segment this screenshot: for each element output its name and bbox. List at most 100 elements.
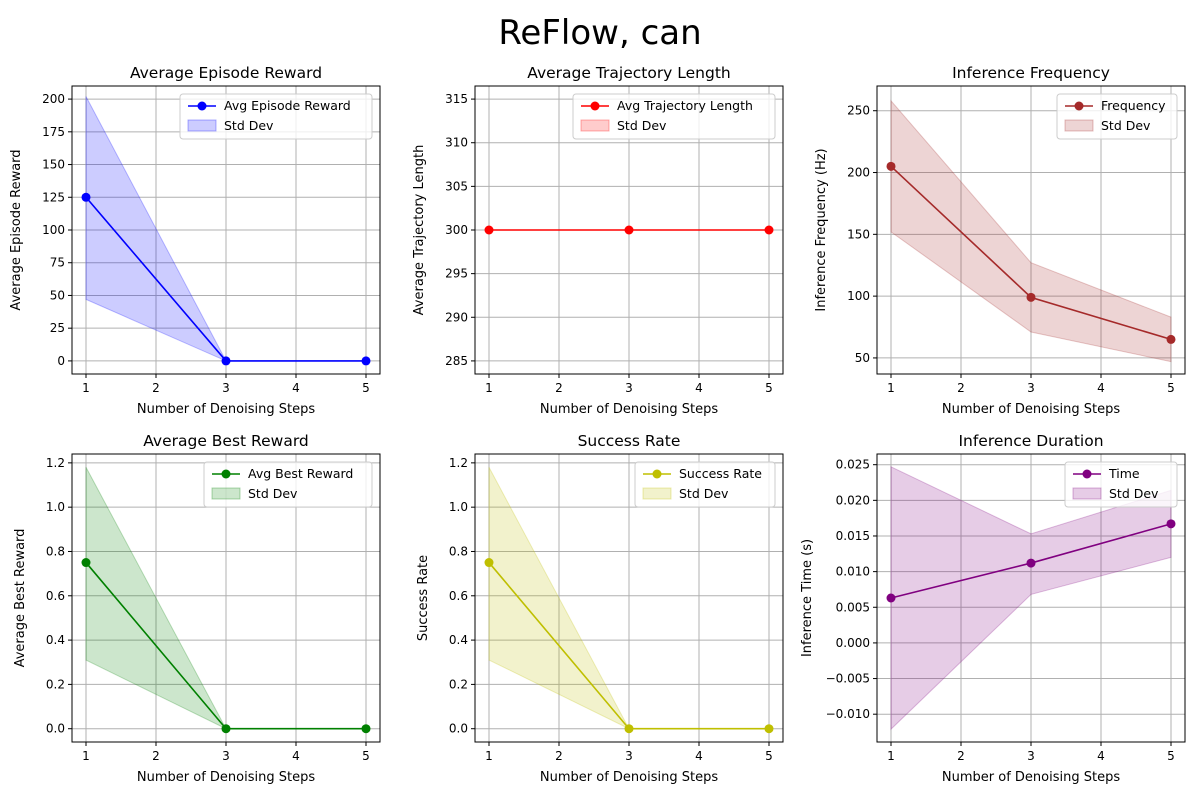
legend-marker-swatch [221,469,231,479]
x-tick-label: 3 [222,381,230,395]
subplot-2: 1 2 3 4 5 285 290 295 300 305 310 315 Average Trajec… [412,64,784,417]
data-point [886,593,896,603]
y-tick-label: 295 [445,267,468,281]
y-tick-label: 0.005 [836,600,870,614]
y-tick-label: 0.2 [449,677,468,691]
legend-band-swatch [580,119,610,132]
x-tick-label: 3 [625,381,633,395]
y-tick-label: 1.2 [449,456,468,470]
y-tick-label: 290 [445,310,468,324]
x-tick-label: 4 [695,749,703,763]
data-point [221,724,231,734]
x-tick-label: 2 [555,381,563,395]
y-tick-label: 310 [445,136,468,150]
data-point [1026,292,1036,302]
y-tick-label: 125 [42,190,65,204]
data-point [764,225,774,235]
x-tick-label: 2 [152,381,160,395]
y-tick-label: 300 [445,223,468,237]
y-tick-label: 0.0 [449,722,468,736]
std-dev-band [890,466,1172,731]
legend-marker-swatch [590,101,600,111]
subplot-3: 1 2 3 4 5 50 100 150 200 250 Inference Frequency Nu… [814,64,1186,417]
y-tick-label: 0.020 [836,493,870,507]
y-axis-label: Inference Frequency (Hz) [814,148,829,311]
data-point [81,558,91,568]
x-axis-label: Number of Denoising Steps [942,402,1120,417]
x-tick-label: 4 [1097,749,1105,763]
data-point [484,558,494,568]
std-dev-band [890,99,1172,363]
data-point [886,161,896,171]
y-tick-label: 100 [847,289,870,303]
figure-title: ReFlow, can [498,13,701,53]
y-tick-label: 0.6 [449,589,468,603]
y-tick-label: 0.025 [836,458,870,472]
x-tick-label: 4 [695,381,703,395]
legend-band-label: Std Dev [224,118,274,133]
data-point [624,225,634,235]
subplot-title: Average Best Reward [143,432,309,450]
legend-series-label: Avg Best Reward [248,466,353,481]
y-tick-label: 1.2 [46,456,65,470]
x-tick-label: 5 [765,749,773,763]
y-tick-label: 150 [42,158,65,172]
legend-series-label: Avg Trajectory Length [617,98,753,113]
x-tick-label: 5 [1167,381,1175,395]
y-axis-label: Average Episode Reward [9,149,24,310]
x-tick-label: 1 [82,749,90,763]
y-tick-label: 100 [42,223,65,237]
legend: Avg Episode Reward Std Dev [179,93,373,140]
x-tick-label: 5 [765,381,773,395]
legend-band-swatch [1072,487,1102,500]
legend-band-label: Std Dev [679,486,729,501]
subplot-title: Inference Frequency [952,64,1110,82]
x-tick-label: 4 [292,749,300,763]
legend-series-label: Frequency [1101,98,1166,113]
legend-box [179,93,373,140]
y-axis-label: Inference Time (s) [800,539,815,657]
y-axis-label: Average Best Reward [13,529,28,668]
x-tick-label: 5 [362,381,370,395]
y-tick-label: 0.015 [836,529,870,543]
legend: Time Std Dev [1064,461,1178,508]
y-tick-label: 50 [855,351,870,365]
x-tick-label: 2 [957,749,965,763]
legend-box [203,461,373,508]
legend-marker-swatch [1082,469,1092,479]
legend-marker-swatch [197,101,207,111]
data-point [81,192,91,202]
y-tick-label: −0.010 [826,707,870,721]
x-tick-label: 4 [1097,381,1105,395]
x-tick-label: 1 [887,381,895,395]
x-tick-label: 2 [152,749,160,763]
legend-band-label: Std Dev [248,486,298,501]
subplot-title: Average Trajectory Length [527,64,731,82]
legend: Success Rate Std Dev [634,461,776,508]
x-tick-label: 3 [1027,381,1035,395]
y-tick-label: 285 [445,354,468,368]
y-tick-label: 0.000 [836,636,870,650]
data-point [624,724,634,734]
y-tick-label: 1.0 [46,500,65,514]
x-tick-label: 1 [887,749,895,763]
y-axis-label: Success Rate [416,555,431,641]
x-tick-label: 3 [625,749,633,763]
x-axis-label: Number of Denoising Steps [137,402,315,417]
y-tick-label: 25 [50,321,65,335]
subplot-4: 1 2 3 4 5 0.0 0.2 0.4 0.6 0.8 1.0 1.2 Average Best R… [13,432,381,785]
x-axis-label: Number of Denoising Steps [137,770,315,785]
y-tick-label: 0.8 [46,544,65,558]
subplot-title: Inference Duration [958,432,1103,450]
x-tick-label: 1 [485,749,493,763]
y-tick-label: 0.4 [449,633,468,647]
y-tick-label: 305 [445,179,468,193]
x-tick-label: 3 [222,749,230,763]
y-tick-label: 75 [50,256,65,270]
data-point [361,356,371,366]
x-tick-label: 2 [957,381,965,395]
y-tick-label: 0.010 [836,565,870,579]
legend-band-label: Std Dev [1109,486,1159,501]
